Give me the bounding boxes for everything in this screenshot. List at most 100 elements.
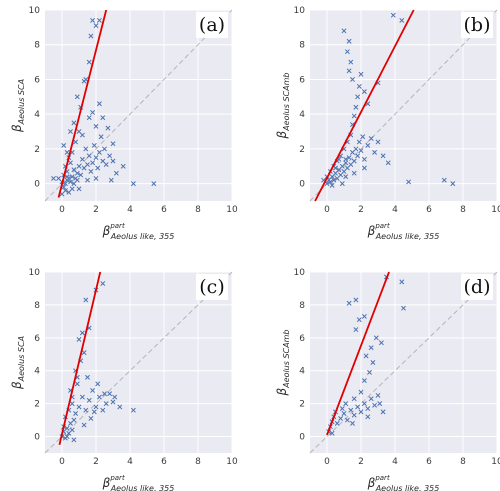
y-axis-label-symbol: β (10, 381, 24, 390)
data-point (68, 179, 73, 185)
y-tick-label: 2 (34, 145, 40, 155)
data-point (356, 83, 362, 89)
data-point (363, 353, 369, 359)
data-point (93, 404, 99, 410)
data-point (93, 123, 99, 129)
x-tick-label: 2 (93, 457, 99, 467)
data-point (368, 345, 374, 351)
data-point (346, 300, 352, 306)
data-point (110, 399, 116, 405)
data-point (361, 156, 367, 162)
data-point (93, 23, 99, 29)
data-point (390, 12, 396, 18)
data-point (348, 59, 354, 65)
data-point (93, 175, 99, 181)
x-tick-label: 0 (59, 457, 65, 467)
data-point (108, 177, 114, 183)
data-point (79, 394, 85, 400)
data-point (372, 402, 378, 408)
one-to-one-line (44, 271, 233, 454)
data-point (378, 340, 384, 346)
data-point (361, 378, 367, 384)
y-tick-label: 6 (34, 75, 40, 85)
data-point (74, 94, 80, 100)
data-point (344, 49, 350, 55)
data-point (343, 401, 349, 407)
data-point (334, 420, 340, 426)
data-point (96, 149, 102, 155)
data-point (361, 313, 367, 319)
x-tick-label: 6 (426, 457, 432, 467)
data-point (377, 401, 383, 407)
x-tick-label: 10 (491, 205, 500, 215)
data-point (76, 337, 82, 342)
data-point (399, 17, 405, 23)
data-point (69, 174, 75, 180)
data-point (112, 394, 118, 400)
y-axis-label: βAeolus SCA (10, 79, 26, 133)
data-point (96, 17, 102, 23)
panel-label-box (461, 274, 493, 300)
data-point (343, 174, 349, 180)
y-tick-label: 2 (299, 145, 305, 155)
fit-line (326, 271, 390, 436)
y-tick-label: 10 (294, 6, 306, 16)
data-point (355, 153, 361, 159)
data-point (350, 420, 355, 426)
data-point (64, 174, 70, 180)
x-axis-label-subscript: Aeolus like, 355 (375, 484, 440, 491)
data-point (91, 142, 97, 148)
x-axis-label-subscript: Aeolus like, 355 (110, 484, 175, 491)
data-point (355, 94, 361, 100)
x-axis-label-symbol: β (102, 476, 111, 490)
x-tick-label: 8 (195, 457, 201, 467)
y-axis-label: βAeolus SCA (10, 336, 26, 390)
data-point (353, 327, 359, 333)
data-point (71, 417, 77, 423)
panel-label: (a) (199, 14, 225, 36)
data-point (327, 179, 333, 185)
data-point (64, 149, 70, 155)
data-point (375, 392, 381, 398)
data-point (64, 434, 70, 439)
data-point (74, 177, 80, 183)
data-point (68, 129, 73, 134)
data-point (380, 409, 386, 415)
data-point (103, 162, 109, 167)
data-point (401, 305, 406, 311)
one-to-one-line (44, 9, 233, 202)
panel-label-box (196, 12, 228, 38)
data-point (339, 406, 345, 412)
x-tick-label: 8 (460, 205, 466, 215)
data-point (100, 281, 106, 286)
y-tick-label: 0 (299, 433, 305, 443)
data-point (113, 170, 119, 176)
x-axis-label-superscript: part (109, 474, 125, 482)
data-point (69, 427, 75, 433)
data-point (90, 160, 96, 166)
data-point (331, 177, 337, 183)
data-point (358, 409, 364, 415)
data-point (86, 153, 92, 159)
data-point (341, 28, 347, 34)
y-tick-label: 10 (29, 6, 41, 16)
data-point (120, 163, 126, 169)
data-point (85, 374, 90, 380)
data-point (110, 141, 116, 147)
x-tick-label: 2 (93, 205, 99, 215)
y-tick-label: 8 (34, 301, 40, 311)
data-point (83, 146, 89, 152)
y-tick-label: 8 (299, 41, 305, 51)
data-point (79, 156, 85, 162)
data-point (355, 404, 361, 410)
x-axis-label-subscript: Aeolus like, 355 (375, 232, 440, 241)
data-point (360, 134, 366, 140)
one-to-one-line (309, 9, 498, 202)
x-tick-label: 2 (358, 205, 364, 215)
data-point (68, 160, 73, 166)
data-point (69, 186, 75, 192)
y-tick-label: 4 (299, 110, 305, 120)
x-tick-label: 0 (324, 457, 330, 467)
data-point (56, 175, 62, 181)
